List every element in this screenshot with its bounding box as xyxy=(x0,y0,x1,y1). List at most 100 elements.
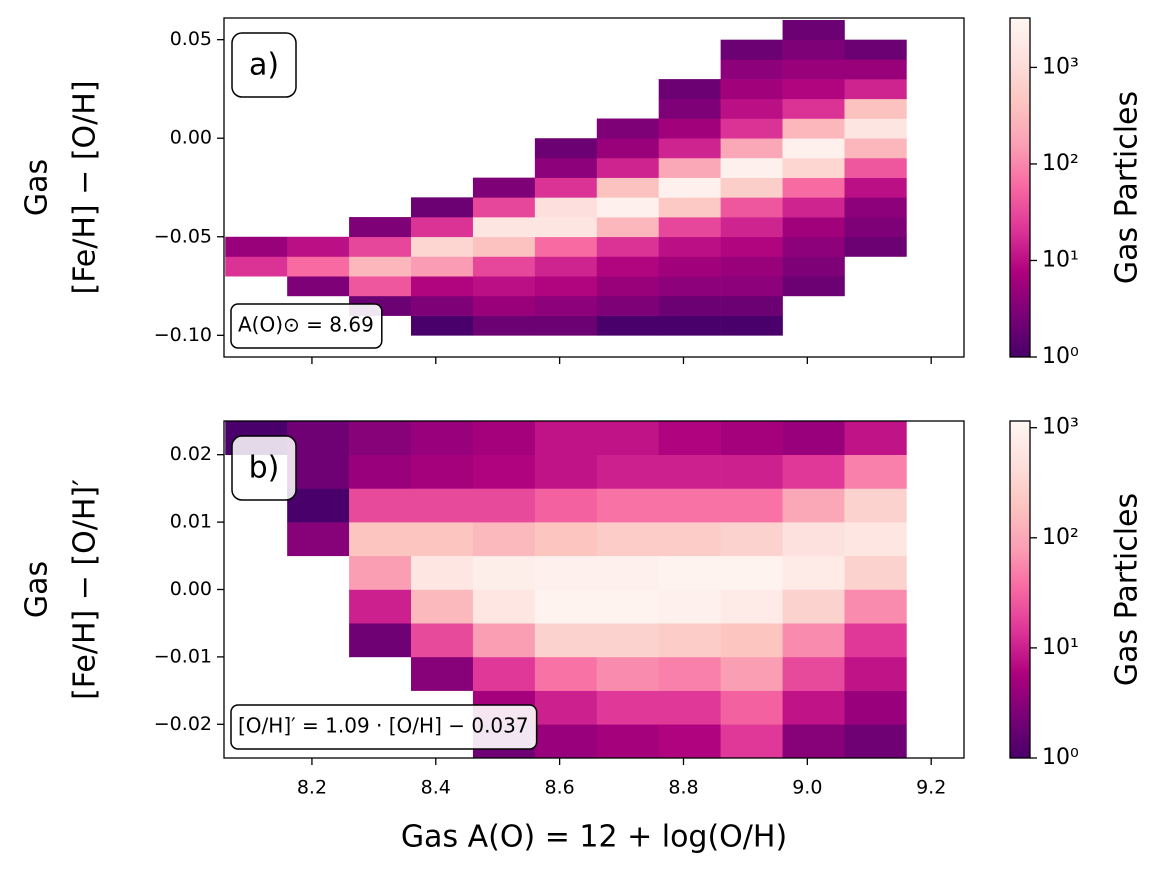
cell xyxy=(534,555,598,590)
cell xyxy=(596,236,660,257)
cell xyxy=(472,217,536,238)
cell xyxy=(720,656,783,691)
cell xyxy=(658,690,721,725)
cell xyxy=(534,177,598,198)
cell xyxy=(782,157,845,178)
cell xyxy=(844,236,907,257)
cell xyxy=(349,623,412,658)
cell xyxy=(349,555,412,590)
cell xyxy=(844,623,907,658)
cell xyxy=(534,522,598,557)
x-tick-label: 8.8 xyxy=(668,777,698,799)
cell xyxy=(534,276,598,297)
colorbar-tick-label: 10¹ xyxy=(1042,635,1079,660)
y-tick-label: −0.01 xyxy=(154,645,212,667)
heatmap xyxy=(225,19,907,336)
cell xyxy=(596,690,660,725)
colorbar-label: Gas Particles xyxy=(1110,493,1145,686)
cell xyxy=(782,589,845,624)
cell xyxy=(720,276,783,297)
cell xyxy=(658,157,721,178)
cell xyxy=(349,217,412,238)
cell xyxy=(534,236,598,257)
cell xyxy=(720,138,783,159)
cell xyxy=(472,295,536,316)
cell xyxy=(411,623,474,658)
cell xyxy=(472,256,536,277)
cell xyxy=(844,138,907,159)
cell xyxy=(287,256,350,277)
cell xyxy=(658,589,721,624)
cell xyxy=(720,421,783,455)
cell xyxy=(411,488,474,523)
cell xyxy=(349,421,412,455)
y-axis-label: Gas xyxy=(20,561,55,618)
cell xyxy=(844,157,907,178)
cell xyxy=(658,522,721,557)
y-tick-label: 0.01 xyxy=(170,511,212,533)
cell xyxy=(782,217,845,238)
cell xyxy=(844,421,907,455)
cell xyxy=(411,276,474,297)
cell xyxy=(534,197,598,218)
colorbar-label: Gas Particles xyxy=(1110,91,1145,284)
cell xyxy=(658,315,721,336)
cell xyxy=(844,656,907,691)
cell xyxy=(596,197,660,218)
cell xyxy=(782,138,845,159)
cell xyxy=(720,454,783,489)
cell xyxy=(287,421,350,455)
heatmap xyxy=(225,421,907,758)
cell xyxy=(596,522,660,557)
cell xyxy=(472,589,536,624)
panel-label-box xyxy=(231,435,297,501)
annotation: [O/H]′ = 1.09 · [O/H] − 0.037 xyxy=(238,714,529,738)
cell xyxy=(534,295,598,316)
cell xyxy=(720,690,783,725)
cell xyxy=(844,79,907,100)
cell xyxy=(720,59,783,80)
cell xyxy=(411,236,474,257)
cell xyxy=(720,488,783,523)
cell xyxy=(782,98,845,119)
cell xyxy=(782,118,845,139)
cell xyxy=(472,276,536,297)
cell xyxy=(596,157,660,178)
cell xyxy=(720,118,783,139)
cell xyxy=(720,256,783,277)
cell xyxy=(472,555,536,590)
cell xyxy=(844,589,907,624)
cell xyxy=(844,197,907,218)
cell xyxy=(287,488,350,523)
x-tick-label: 8.4 xyxy=(421,777,451,799)
cell xyxy=(411,589,474,624)
cell xyxy=(472,522,536,557)
cell xyxy=(225,236,288,257)
cell xyxy=(844,59,907,80)
cell xyxy=(287,454,350,489)
cell xyxy=(411,555,474,590)
panel-label: a) xyxy=(249,48,279,83)
cell xyxy=(225,256,288,277)
cell xyxy=(472,197,536,218)
cell xyxy=(720,522,783,557)
cell xyxy=(782,197,845,218)
cell xyxy=(534,656,598,691)
cell xyxy=(658,256,721,277)
colorbar-tick-label: 10⁰ xyxy=(1042,344,1079,369)
y-axis-label: [Fe/H] − [O/H]′ xyxy=(68,479,103,700)
colorbar-tick-label: 10³ xyxy=(1042,415,1079,440)
cell xyxy=(782,555,845,590)
cell xyxy=(472,315,536,336)
cell xyxy=(596,555,660,590)
cell xyxy=(596,118,660,139)
cell xyxy=(472,623,536,658)
cell xyxy=(472,454,536,489)
cell xyxy=(472,177,536,198)
cell xyxy=(596,724,660,758)
cell xyxy=(782,236,845,257)
cell xyxy=(844,217,907,238)
panel-label-box xyxy=(231,32,297,98)
cell xyxy=(349,256,412,277)
cell xyxy=(534,454,598,489)
